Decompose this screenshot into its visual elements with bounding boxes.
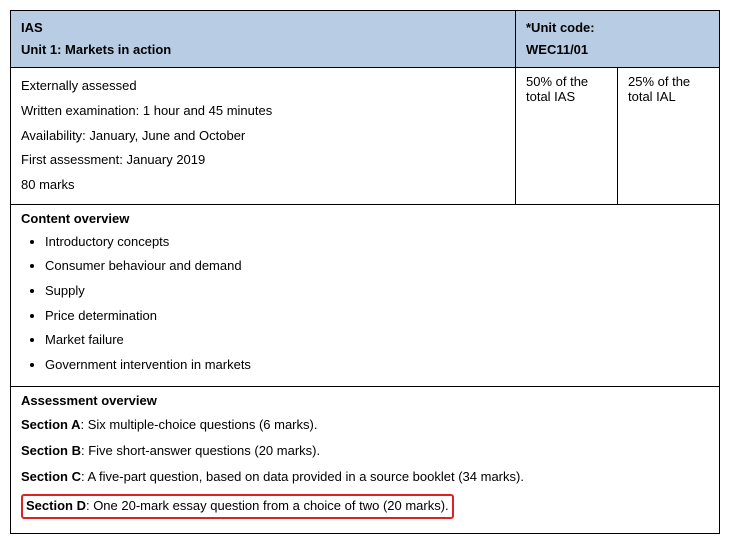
info-line: Written examination: 1 hour and 45 minut…: [21, 99, 505, 124]
section-text: : Five short-answer questions (20 marks)…: [81, 443, 320, 458]
assessment-info-cell: Externally assessed Written examination:…: [11, 68, 516, 204]
section-b: Section B: Five short-answer questions (…: [21, 442, 709, 460]
content-cell: Content overview Introductory concepts C…: [11, 204, 720, 386]
content-row: Content overview Introductory concepts C…: [11, 204, 720, 386]
section-text: : A five-part question, based on data pr…: [81, 469, 524, 484]
section-a: Section A: Six multiple-choice questions…: [21, 416, 709, 434]
info-line: Externally assessed: [21, 74, 505, 99]
content-list: Introductory concepts Consumer behaviour…: [21, 230, 709, 378]
content-heading: Content overview: [21, 211, 709, 226]
content-item: Government intervention in markets: [45, 353, 709, 378]
info-row: Externally assessed Written examination:…: [11, 68, 720, 204]
assessment-row: Assessment overview Section A: Six multi…: [11, 386, 720, 533]
section-d: Section D: One 20-mark essay question fr…: [21, 494, 709, 518]
section-label: Section D: [26, 498, 86, 513]
section-text: : Six multiple-choice questions (6 marks…: [80, 417, 317, 432]
weighting-ial-cell: 25% of the total IAL: [618, 68, 720, 204]
unit-spec-table: IAS Unit 1: Markets in action *Unit code…: [10, 10, 720, 534]
section-label: Section C: [21, 469, 81, 484]
info-line: First assessment: January 2019: [21, 148, 505, 173]
content-item: Supply: [45, 279, 709, 304]
content-item: Market failure: [45, 328, 709, 353]
content-item: Introductory concepts: [45, 230, 709, 255]
highlight-box: Section D: One 20-mark essay question fr…: [21, 494, 454, 518]
unit-code: WEC11/01: [526, 39, 709, 61]
header-left-cell: IAS Unit 1: Markets in action: [11, 11, 516, 68]
section-text: : One 20-mark essay question from a choi…: [86, 498, 449, 513]
content-item: Consumer behaviour and demand: [45, 254, 709, 279]
qualification-label: IAS: [21, 17, 505, 39]
content-item: Price determination: [45, 304, 709, 329]
section-label: Section A: [21, 417, 80, 432]
header-row: IAS Unit 1: Markets in action *Unit code…: [11, 11, 720, 68]
weighting-ias-cell: 50% of the total IAS: [516, 68, 618, 204]
section-c: Section C: A five-part question, based o…: [21, 468, 709, 486]
assessment-cell: Assessment overview Section A: Six multi…: [11, 386, 720, 533]
info-line: 80 marks: [21, 173, 505, 198]
unit-title: Unit 1: Markets in action: [21, 39, 505, 61]
unit-code-label: *Unit code:: [526, 17, 709, 39]
info-line: Availability: January, June and October: [21, 124, 505, 149]
section-label: Section B: [21, 443, 81, 458]
header-right-cell: *Unit code: WEC11/01: [516, 11, 720, 68]
assessment-heading: Assessment overview: [21, 393, 709, 408]
assessment-sections: Section A: Six multiple-choice questions…: [21, 416, 709, 519]
